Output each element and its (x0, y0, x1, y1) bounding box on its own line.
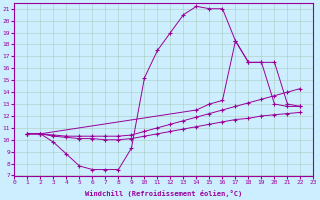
X-axis label: Windchill (Refroidissement éolien,°C): Windchill (Refroidissement éolien,°C) (85, 190, 243, 197)
